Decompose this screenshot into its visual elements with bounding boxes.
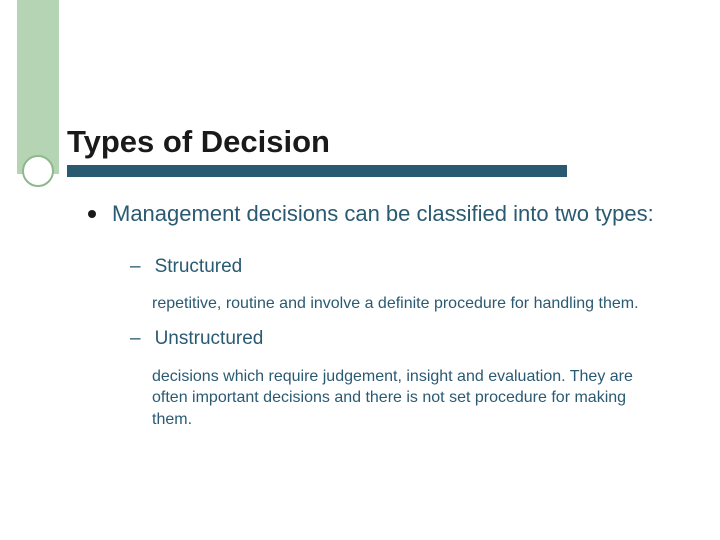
bullet-level2: – Unstructured [130,327,680,352]
sub-item: – Unstructured [130,327,680,352]
bullet-level1: Management decisions can be classified i… [88,200,680,229]
bullet-level2-label: Unstructured [155,327,264,352]
bullet-level2: – Structured [130,255,680,280]
sub-item: – Structured [130,255,680,280]
bullet-level3-desc: repetitive, routine and involve a defini… [152,293,650,315]
sidebar-accent-band [17,0,59,174]
slide-title: Types of Decision [67,124,330,160]
bullet-level2-label: Structured [155,255,243,280]
dash-icon: – [130,255,141,280]
sidebar-accent-circle [22,155,54,187]
bullet-level1-text: Management decisions can be classified i… [112,200,654,229]
title-underline-bar [67,165,567,177]
bullet-dot-icon [88,210,96,218]
bullet-level3-desc: decisions which require judgement, insig… [152,366,650,431]
slide-body: Management decisions can be classified i… [88,200,680,442]
dash-icon: – [130,327,141,352]
